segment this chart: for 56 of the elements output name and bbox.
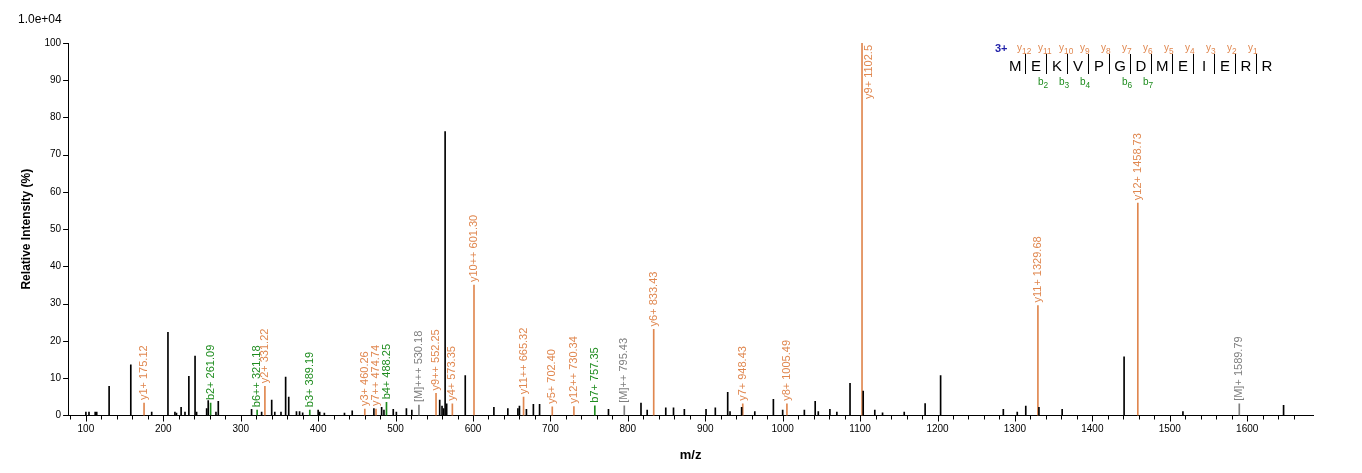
x-axis-title: m/z	[679, 446, 702, 462]
text: b$_{2}$ b$_{3}$ b$_{4}$ b$_{6}$ b$_{7}$	[1038, 76, 1154, 90]
y-tick-label: 10	[49, 371, 62, 383]
x-tick-label: 300	[232, 423, 250, 435]
y-tick-label: 90	[49, 73, 62, 85]
annotation: y11+ 1329.68	[1030, 236, 1043, 303]
x-tick-label: 900	[696, 423, 715, 435]
text: M E K V P G D M E I E R R	[1009, 56, 1273, 74]
annotation: [M]+ 1589.79	[1232, 336, 1245, 401]
annotation: b3+ 389.19	[302, 351, 315, 408]
x-tick-label: 1600	[1236, 423, 1259, 435]
x-tick-label: 1200	[926, 423, 950, 435]
y-tick-label: 50	[49, 222, 62, 234]
x-tick-label: 100	[77, 423, 95, 435]
annotation: b2+ 261.09	[203, 344, 216, 401]
annotation: y4+ 573.35	[445, 346, 458, 401]
annotation: [M]+++ 530.18	[411, 330, 424, 402]
x-tick-label: 200	[154, 423, 173, 435]
annotation: 3+	[995, 42, 1008, 54]
annotation: [M]++ 795.43	[617, 337, 630, 403]
annotation: y10++ 601.30	[467, 214, 480, 283]
annotation: b4+ 488.25	[379, 343, 392, 400]
x-tick-label: 1400	[1081, 423, 1104, 435]
y-tick-label: 80	[49, 111, 62, 123]
annotation: y11++ 665.32	[516, 327, 529, 395]
annotation: y7+ 948.43	[735, 346, 748, 401]
x-tick-label: 1500	[1158, 423, 1182, 435]
text: y$_{12}$ y$_{11}$ y$_{10}$ y$_{9}$ y$_{8}$ y$_{7}$ y$_{6}$ y$_{5}$ y$_{4}$ y$_{3}$ y$_{2}$ y$_{1}$	[1017, 42, 1258, 56]
annotation: y6+ 833.43	[646, 271, 659, 327]
annotation: y1+ 175.12	[137, 345, 150, 401]
annotation: y3+ 460.26	[357, 351, 370, 407]
y-tick-label: 70	[49, 148, 62, 160]
x-tick-label: 500	[387, 423, 405, 435]
x-tick-label: 1100	[849, 423, 872, 435]
annotation: y12++ 730.34	[566, 336, 579, 404]
annotation: y9++ 552.25	[429, 329, 442, 391]
annotation: y9+ 1102.5	[862, 44, 875, 99]
x-tick-label: 700	[542, 423, 560, 435]
x-tick-label: 800	[619, 423, 637, 435]
y-tick-label: 60	[49, 185, 62, 197]
x-tick-label: 600	[464, 423, 482, 435]
text: 1.0e+04	[18, 12, 62, 26]
x-tick-label: 1000	[771, 423, 795, 435]
annotation: y5+ 702.40	[545, 349, 558, 404]
annotation: y12+ 1458.73	[1130, 133, 1143, 201]
y-tick-label: 20	[49, 334, 62, 346]
x-tick-label: 1300	[1003, 423, 1027, 435]
y-axis-title: Relative Intensity (%)	[18, 168, 33, 290]
y-tick-label: 40	[49, 260, 62, 272]
y-tick-label: 0	[55, 409, 62, 421]
annotation: y7++ 474.74	[369, 344, 382, 407]
y-tick-label: 100	[44, 36, 62, 48]
x-tick-label: 400	[309, 423, 327, 435]
annotation: y8+ 1005.49	[779, 339, 792, 401]
y-tick-label: 30	[49, 297, 62, 309]
annotation: b7+ 757.35	[587, 347, 600, 403]
